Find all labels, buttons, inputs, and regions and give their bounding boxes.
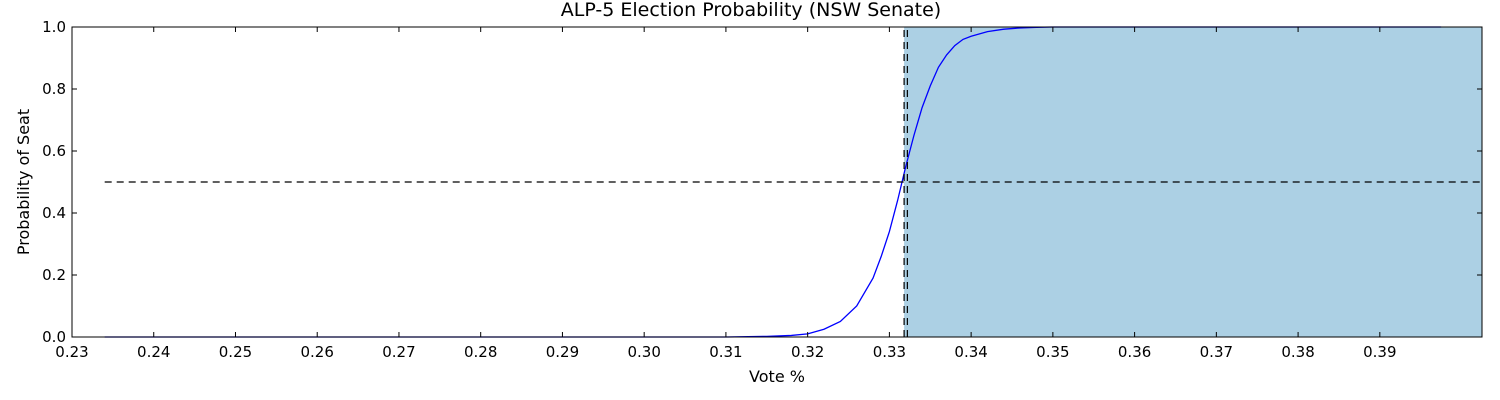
series-line-0 — [104, 26, 1442, 338]
shaded-region — [904, 27, 1482, 337]
chart-title: ALP-5 Election Probability (NSW Senate) — [561, 0, 941, 21]
plot-area — [104, 26, 1482, 338]
y-tick-label: 0.2 — [42, 266, 66, 284]
x-tick-label: 0.28 — [464, 343, 497, 361]
x-tick-label: 0.29 — [546, 343, 579, 361]
x-tick-label: 0.38 — [1281, 343, 1314, 361]
x-tick-label: 0.39 — [1363, 343, 1396, 361]
x-axis-label: Vote % — [749, 367, 805, 386]
plot-frame — [71, 26, 1483, 338]
y-tick-label: 0.4 — [42, 204, 66, 222]
x-tick-label: 0.23 — [55, 343, 88, 361]
x-tick-label: 0.35 — [1036, 343, 1069, 361]
y-tick-label: 0.6 — [42, 142, 66, 160]
x-tick-label: 0.33 — [873, 343, 906, 361]
y-axis: 0.0 0.2 0.4 0.6 0.8 1.0 — [42, 18, 1482, 346]
x-tick-label: 0.34 — [954, 343, 987, 361]
x-tick-label: 0.24 — [137, 343, 170, 361]
y-axis-label: Probability of Seat — [14, 109, 33, 255]
x-tick-label: 0.30 — [627, 343, 660, 361]
x-tick-label: 0.26 — [301, 343, 334, 361]
x-tick-label: 0.27 — [382, 343, 415, 361]
x-tick-label: 0.36 — [1118, 343, 1151, 361]
y-tick-label: 0.8 — [42, 80, 66, 98]
x-tick-label: 0.37 — [1200, 343, 1233, 361]
y-tick-label: 0.0 — [42, 328, 66, 346]
x-axis: 0.23 0.24 0.25 0.26 0.27 0.28 0.29 0.30 0.31 0.32… — [55, 27, 1397, 361]
x-tick-label: 0.31 — [709, 343, 742, 361]
x-tick-label: 0.25 — [219, 343, 252, 361]
x-tick-label: 0.32 — [791, 343, 824, 361]
y-tick-label: 1.0 — [42, 18, 66, 36]
